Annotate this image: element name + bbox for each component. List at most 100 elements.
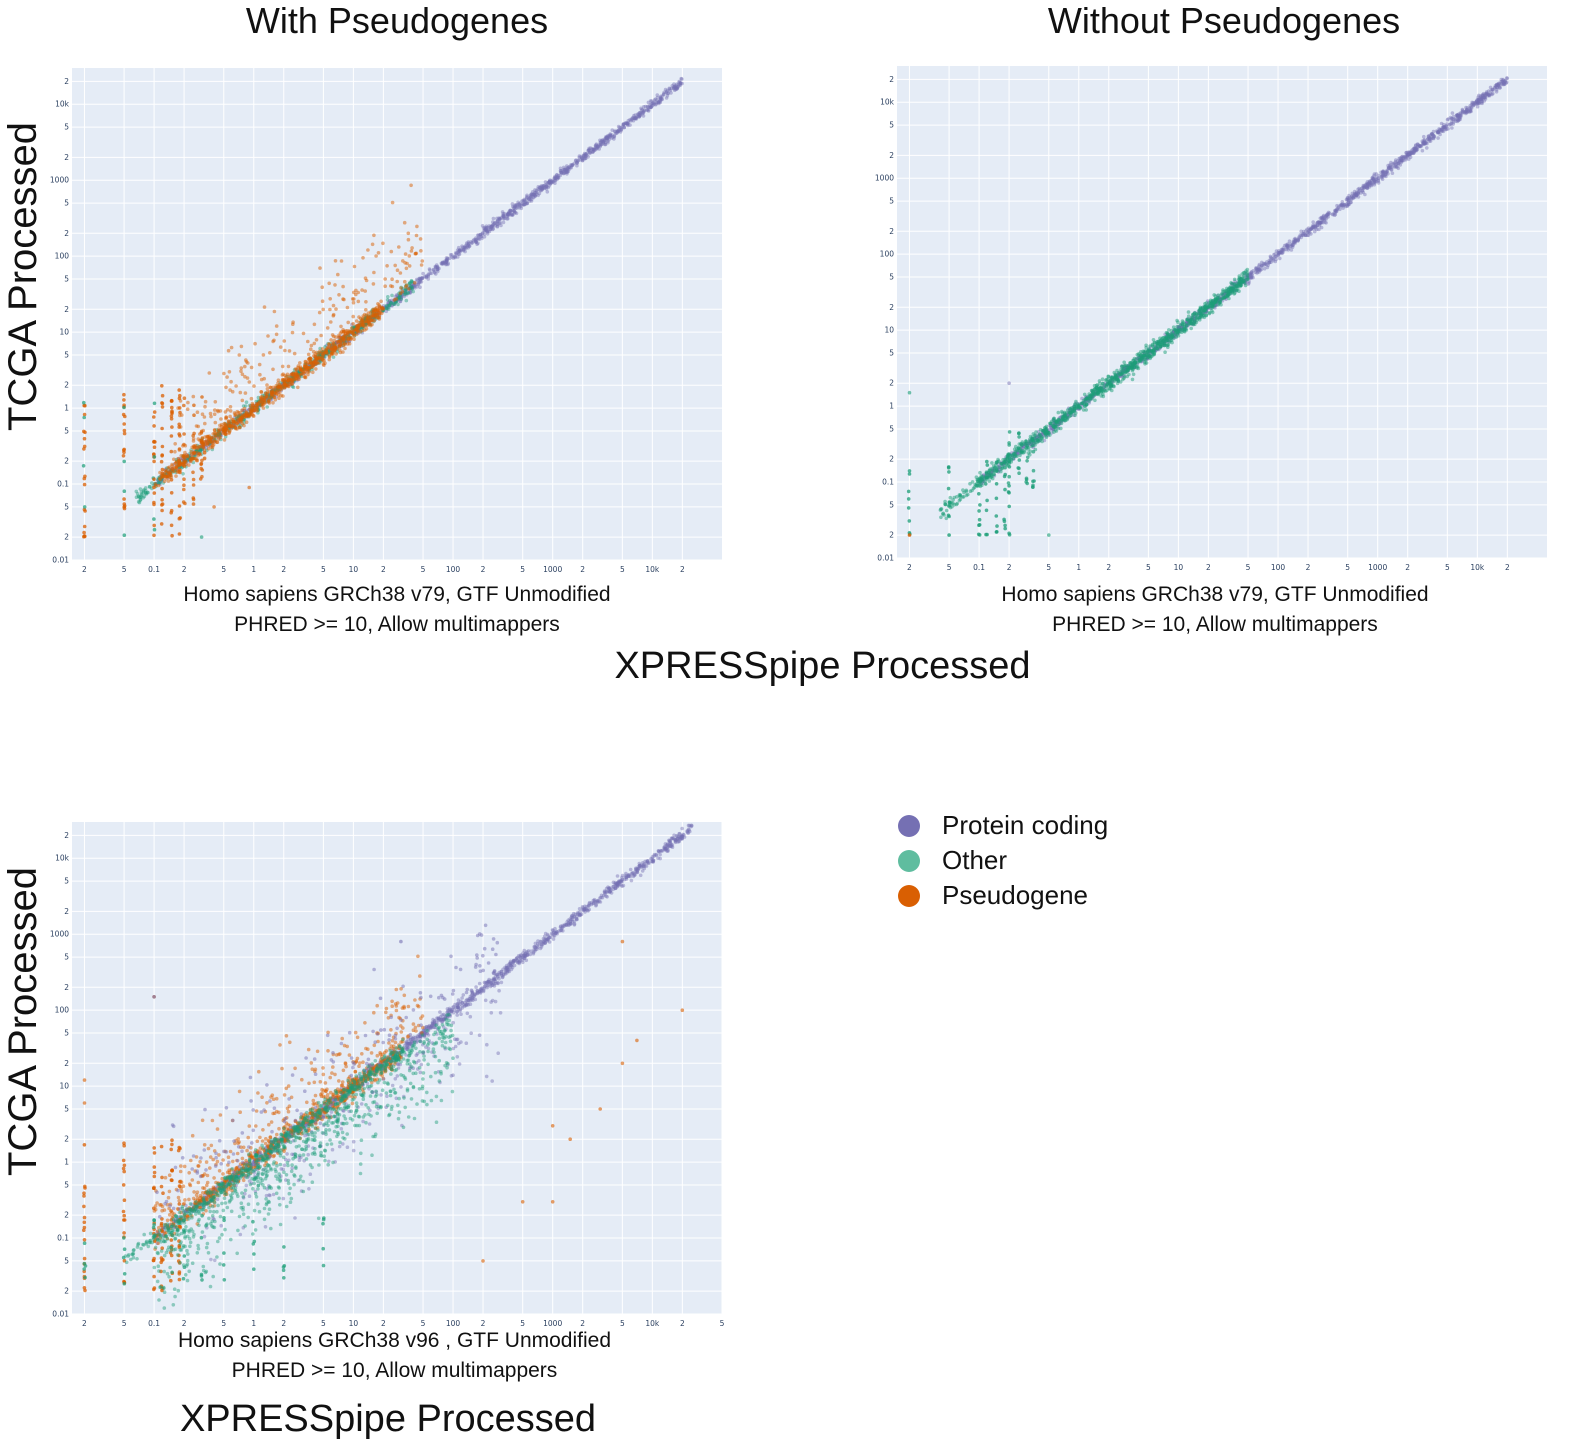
protein-coding-point <box>1354 193 1358 197</box>
pseudogene-point <box>177 388 181 392</box>
protein-coding-point <box>599 140 603 144</box>
protein-coding-point <box>1494 83 1499 87</box>
protein-coding-point <box>651 100 656 105</box>
protein-coding-point <box>424 275 429 279</box>
protein-coding-point <box>665 94 670 98</box>
protein-coding-point <box>626 123 630 128</box>
pseudogene-point <box>327 357 332 362</box>
protein-coding-point <box>585 151 589 156</box>
pseudogene-point <box>330 333 335 337</box>
protein-coding-point <box>1249 276 1253 280</box>
protein-coding-point <box>1425 146 1429 150</box>
protein-coding-point <box>575 159 580 163</box>
y-tick-label: 1 <box>889 402 894 411</box>
protein-coding-point <box>573 159 578 163</box>
protein-coding-point <box>1381 169 1385 173</box>
protein-coding-point <box>656 100 660 104</box>
pseudogene-point <box>307 366 312 371</box>
pseudogene-point <box>320 347 325 351</box>
protein-coding-point <box>1488 85 1493 90</box>
protein-coding-point <box>1350 194 1354 198</box>
protein-coding-point <box>1254 267 1258 271</box>
other-point <box>942 513 946 517</box>
protein-coding-point <box>464 243 469 247</box>
protein-coding-point <box>679 76 683 81</box>
other-point <box>410 285 414 290</box>
pseudogene-point <box>191 477 196 482</box>
protein-coding-point <box>1345 204 1350 208</box>
protein-coding-point <box>1478 97 1482 101</box>
protein-coding-point <box>619 127 624 132</box>
y-tick-label: 2 <box>889 531 894 540</box>
protein-coding-point <box>603 141 608 145</box>
protein-coding-point <box>510 213 515 217</box>
protein-coding-point <box>1262 266 1267 271</box>
protein-coding-point <box>594 143 598 147</box>
pseudogene-point <box>159 522 164 526</box>
protein-coding-point <box>1281 249 1285 253</box>
pseudogene-point <box>174 474 178 478</box>
protein-coding-point <box>533 188 537 192</box>
protein-coding-point <box>518 203 522 207</box>
protein-coding-point <box>1432 134 1437 139</box>
pseudogene-point <box>227 370 232 374</box>
protein-coding-point <box>471 238 476 243</box>
protein-coding-point <box>426 272 431 276</box>
protein-coding-point <box>612 134 617 138</box>
protein-coding-point <box>1485 92 1490 97</box>
pseudogene-point <box>356 290 361 295</box>
protein-coding-point <box>607 134 611 139</box>
protein-coding-point <box>567 165 572 169</box>
protein-coding-point <box>599 139 604 143</box>
pseudogene-point <box>240 413 244 418</box>
protein-coding-point <box>1427 136 1432 141</box>
pseudogene-point <box>282 339 287 343</box>
pseudogene-point <box>160 498 164 502</box>
protein-coding-point <box>1349 200 1353 205</box>
protein-coding-point <box>418 285 422 289</box>
protein-coding-point <box>388 300 393 304</box>
pseudogene-point <box>342 330 346 334</box>
protein-coding-point <box>525 201 530 206</box>
pseudogene-point <box>262 395 267 400</box>
pseudogene-point <box>415 224 419 229</box>
protein-coding-point <box>1293 238 1298 243</box>
protein-coding-point <box>564 169 569 173</box>
protein-coding-point <box>1391 161 1395 166</box>
protein-coding-point <box>680 77 684 81</box>
protein-coding-point <box>1476 101 1480 106</box>
protein-coding-point <box>446 262 450 267</box>
protein-coding-point <box>1400 158 1404 162</box>
pseudogene-point <box>289 382 294 387</box>
protein-coding-point <box>1366 183 1370 187</box>
protein-coding-point <box>1428 137 1433 141</box>
protein-coding-point <box>593 148 597 152</box>
protein-coding-point <box>1347 193 1351 198</box>
protein-coding-point <box>1416 143 1421 147</box>
other-point <box>138 487 143 491</box>
protein-coding-point <box>1305 227 1309 232</box>
x-tick-label: 2 <box>907 563 912 572</box>
pseudogene-point <box>218 409 223 413</box>
pseudogene-point <box>252 384 256 388</box>
protein-coding-point <box>1355 191 1359 195</box>
pseudogene-point <box>122 398 126 402</box>
pseudogene-point <box>357 315 361 319</box>
protein-coding-point <box>1423 140 1428 144</box>
other-point <box>386 304 391 308</box>
y-tick-label: 2 <box>64 229 69 238</box>
pseudogene-point <box>170 533 174 538</box>
pseudogene-point <box>412 281 417 285</box>
protein-coding-point <box>639 107 644 112</box>
protein-coding-point <box>1477 98 1481 103</box>
protein-coding-point <box>456 252 461 256</box>
protein-coding-point <box>1477 97 1481 102</box>
protein-coding-point <box>593 148 597 152</box>
protein-coding-point <box>1385 168 1389 173</box>
protein-coding-point <box>608 133 613 138</box>
protein-coding-point <box>555 175 560 179</box>
protein-coding-point <box>675 86 680 91</box>
protein-coding-point <box>1473 101 1477 106</box>
protein-coding-point <box>1313 226 1318 230</box>
pseudogene-point <box>152 459 156 464</box>
